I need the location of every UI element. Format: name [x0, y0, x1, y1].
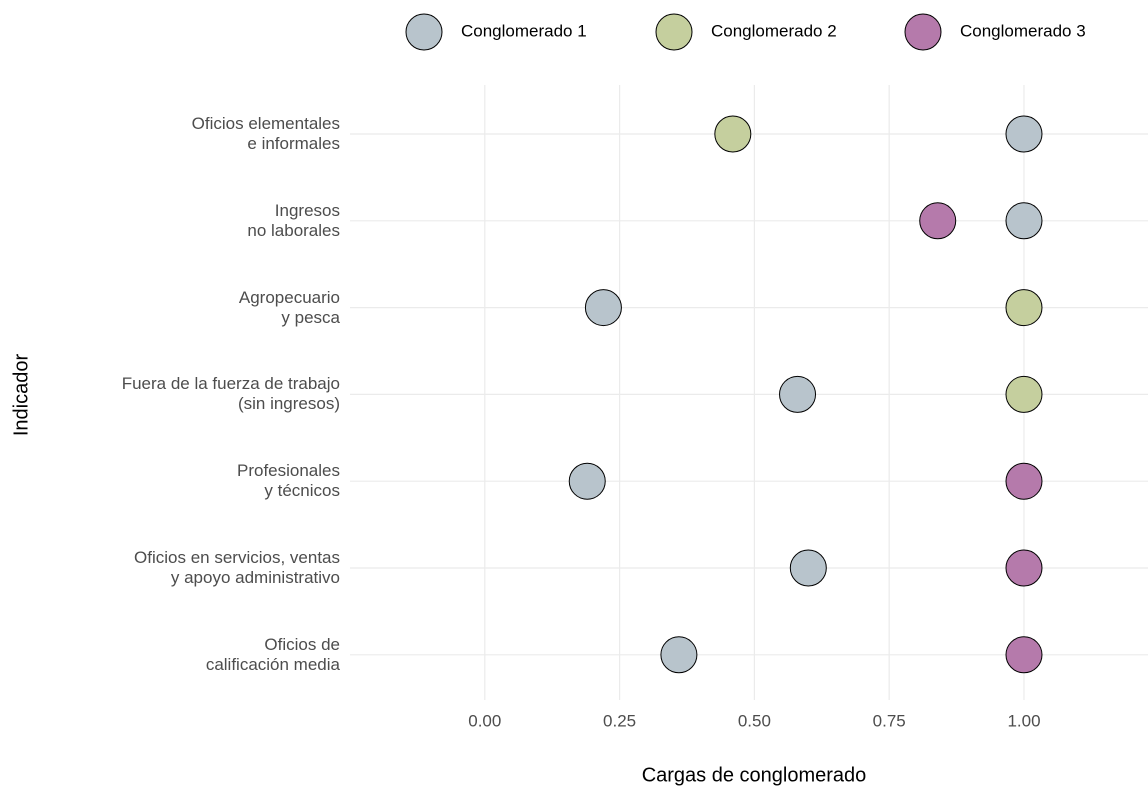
dot — [1005, 115, 1043, 153]
y-tick-label: Profesionales y técnicos — [236, 461, 340, 501]
y-tick-label: Oficios elementales e informales — [191, 114, 340, 153]
x-tick-label: 1.00 — [1007, 711, 1040, 730]
legend-swatch — [405, 13, 443, 51]
y-tick-label: Agropecuario y pesca — [238, 287, 340, 327]
x-tick-label: 0.00 — [468, 711, 501, 730]
y-tick-label: Fuera de la fuerza de trabajo (sin ingre… — [121, 374, 340, 414]
legend-label: Conglomerado 1 — [461, 21, 587, 40]
dot — [1005, 375, 1043, 413]
dot — [714, 115, 752, 153]
dot — [1005, 289, 1043, 327]
dot — [1005, 636, 1043, 674]
y-tick-label: Oficios en servicios, ventas y apoyo adm… — [134, 548, 340, 587]
dot — [789, 549, 827, 587]
dot — [1005, 462, 1043, 500]
dot — [660, 636, 698, 674]
x-tick-label: 0.75 — [873, 711, 906, 730]
dot — [1005, 202, 1043, 240]
y-tick-label: Ingresos no laborales — [247, 200, 340, 240]
y-axis-label: Indicador — [10, 354, 32, 437]
legend-swatch — [655, 13, 693, 51]
dot — [568, 462, 606, 500]
x-axis-label: Cargas de conglomerado — [642, 764, 867, 786]
dot — [919, 202, 957, 240]
dot — [1005, 549, 1043, 587]
x-tick-label: 0.50 — [738, 711, 771, 730]
legend-swatch — [904, 13, 942, 51]
dot — [779, 375, 817, 413]
dot — [584, 289, 622, 327]
legend-label: Conglomerado 3 — [960, 21, 1086, 40]
legend-label: Conglomerado 2 — [711, 21, 837, 40]
x-tick-label: 0.25 — [603, 711, 636, 730]
y-tick-label: Oficios de calificación media — [205, 634, 340, 674]
